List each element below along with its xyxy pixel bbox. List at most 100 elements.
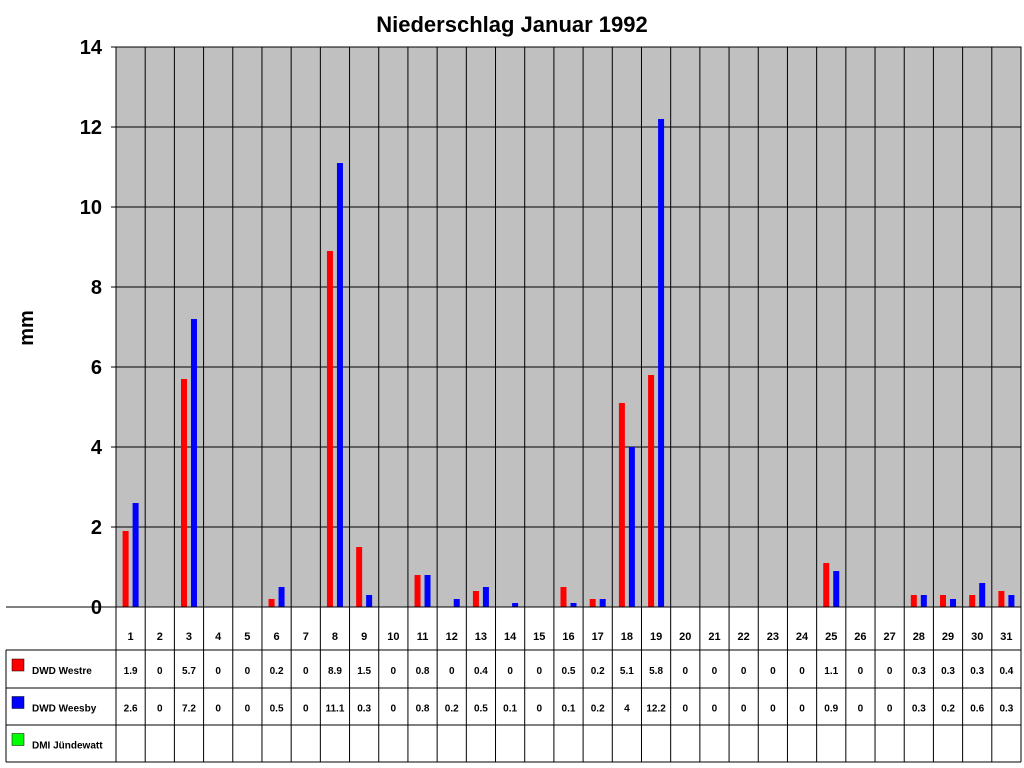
data-table-cell: 0: [887, 704, 893, 715]
x-category-label: 7: [303, 631, 309, 643]
bar-dwd-weesby: [570, 603, 577, 607]
data-table-cell: 0: [858, 666, 864, 677]
data-table-cell: 0.9: [824, 704, 838, 715]
data-table-cell: 0: [303, 666, 309, 677]
bar-dwd-westre: [122, 531, 129, 607]
data-table-cell: 0.2: [270, 666, 284, 677]
data-table-cell: 0.3: [970, 666, 984, 677]
data-table-cell: 12.2: [646, 704, 666, 715]
data-table-cell: 0: [303, 704, 309, 715]
y-tick-label: 0: [91, 597, 102, 619]
bar-dwd-westre: [414, 575, 421, 607]
data-table-cell: 1.5: [357, 666, 371, 677]
data-table-cell: 0.4: [999, 666, 1013, 677]
data-table-cell: 0.5: [474, 704, 488, 715]
data-table-cell: 0.3: [941, 666, 955, 677]
bar-dwd-weesby: [833, 571, 840, 607]
x-category-label: 11: [417, 631, 429, 643]
x-category-label: 27: [884, 631, 896, 643]
data-table-cell: 0.2: [445, 704, 459, 715]
data-table-cell: 1.1: [824, 666, 838, 677]
legend-label: DWD Weesby: [32, 704, 97, 715]
x-category-label: 5: [244, 631, 250, 643]
y-tick-label: 4: [91, 437, 103, 459]
x-category-label: 26: [854, 631, 866, 643]
bar-dwd-weesby: [512, 603, 519, 607]
x-category-label: 9: [361, 631, 367, 643]
y-tick-label: 6: [91, 357, 102, 379]
data-table-cell: 0: [799, 704, 805, 715]
data-table-cell: 0: [682, 666, 688, 677]
data-table-cell: 0.6: [970, 704, 984, 715]
bar-dwd-westre: [940, 595, 947, 607]
data-table-cell: 0.4: [474, 666, 488, 677]
data-table-cell: 0.2: [941, 704, 955, 715]
bar-dwd-westre: [910, 595, 917, 607]
x-category-label: 4: [215, 631, 222, 643]
x-category-label: 23: [767, 631, 779, 643]
data-table-cell: 7.2: [182, 704, 196, 715]
data-table-cell: 0: [682, 704, 688, 715]
data-table-cell: 4: [624, 704, 630, 715]
bar-dwd-weesby: [628, 447, 635, 607]
bar-dwd-westre: [648, 375, 655, 607]
x-category-label: 13: [475, 631, 487, 643]
bar-dwd-weesby: [424, 575, 431, 607]
data-table-cell: 5.1: [620, 666, 634, 677]
data-table-cell: 0.5: [562, 666, 576, 677]
legend-swatch: [11, 733, 25, 746]
data-table-cell: 0.3: [912, 704, 926, 715]
bar-dwd-weesby: [1008, 595, 1015, 607]
x-category-label: 6: [274, 631, 280, 643]
data-table-cell: 0: [741, 704, 747, 715]
bar-dwd-weesby: [278, 587, 285, 607]
bar-dwd-weesby: [979, 583, 986, 607]
data-table-cell: 0: [391, 666, 397, 677]
data-table-cell: 8.9: [328, 666, 342, 677]
data-table-cell: 0: [215, 666, 221, 677]
bar-dwd-westre: [589, 599, 596, 607]
data-table-cell: 0: [245, 704, 251, 715]
data-table-cell: 0: [741, 666, 747, 677]
data-table-cell: 5.7: [182, 666, 196, 677]
data-table-cell: 0: [157, 704, 163, 715]
x-category-label: 29: [942, 631, 954, 643]
data-table-cell: 0: [245, 666, 251, 677]
bar-dwd-weesby: [132, 503, 139, 607]
data-table-cell: 11.1: [325, 704, 344, 715]
bar-dwd-weesby: [658, 119, 665, 607]
legend-swatch: [11, 696, 25, 709]
x-category-label: 22: [738, 631, 750, 643]
data-table-cell: 0: [858, 704, 864, 715]
data-table-cell: 0.1: [562, 704, 576, 715]
x-category-label: 8: [332, 631, 338, 643]
bar-dwd-westre: [356, 547, 363, 607]
x-category-label: 16: [562, 631, 574, 643]
bar-dwd-weesby: [336, 163, 343, 607]
data-table-cell: 1.9: [124, 666, 138, 677]
bar-dwd-westre: [560, 587, 567, 607]
legend-swatch: [11, 658, 25, 672]
bar-dwd-weesby: [453, 599, 460, 607]
data-table-cell: 0: [712, 666, 718, 677]
data-table-cell: 0.3: [999, 704, 1013, 715]
x-category-label: 21: [708, 631, 720, 643]
x-category-label: 19: [650, 631, 662, 643]
data-table-cell: 0.8: [416, 704, 430, 715]
data-table-cell: 0: [712, 704, 718, 715]
x-category-label: 3: [186, 631, 192, 643]
data-table-cell: 0: [770, 666, 776, 677]
x-category-label: 14: [504, 631, 517, 643]
bar-dwd-westre: [180, 379, 187, 607]
data-table-cell: 0.1: [503, 704, 517, 715]
data-table-cell: 0: [215, 704, 221, 715]
bar-dwd-weesby: [366, 595, 373, 607]
data-table-cell: 0: [537, 704, 543, 715]
x-category-label: 10: [387, 631, 399, 643]
bar-dwd-westre: [969, 595, 976, 607]
data-table-cell: 0: [157, 666, 163, 677]
data-table-cell: 0.3: [912, 666, 926, 677]
plot-area: [115, 46, 1022, 608]
x-category-label: 28: [913, 631, 925, 643]
